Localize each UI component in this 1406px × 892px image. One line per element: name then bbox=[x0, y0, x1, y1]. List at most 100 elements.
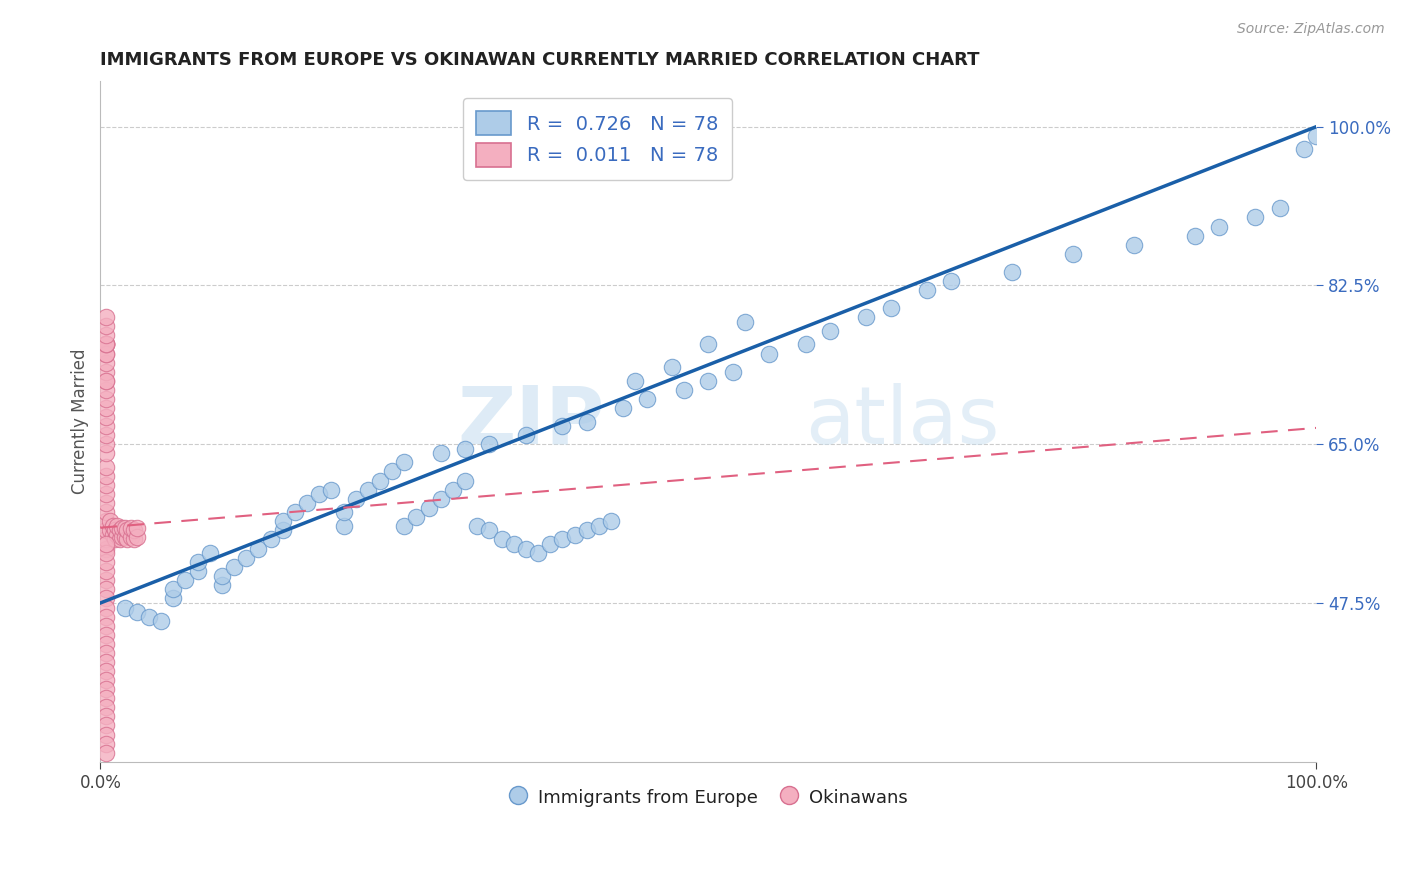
Point bbox=[96, 337, 118, 351]
Point bbox=[124, 533, 146, 547]
Point bbox=[697, 337, 720, 351]
Point bbox=[96, 374, 118, 388]
Point bbox=[271, 524, 294, 538]
Point bbox=[332, 519, 354, 533]
Point bbox=[96, 591, 118, 606]
Point bbox=[96, 346, 118, 360]
Point bbox=[235, 550, 257, 565]
Point bbox=[96, 428, 118, 442]
Point bbox=[502, 537, 524, 551]
Point bbox=[96, 310, 118, 325]
Point bbox=[108, 533, 131, 547]
Text: atlas: atlas bbox=[806, 383, 1000, 460]
Point bbox=[1122, 237, 1144, 252]
Point bbox=[758, 346, 780, 360]
Point bbox=[150, 614, 173, 628]
Point bbox=[551, 419, 574, 434]
Point bbox=[575, 415, 598, 429]
Point bbox=[111, 521, 134, 535]
Point bbox=[105, 519, 128, 533]
Point bbox=[96, 691, 118, 706]
Point bbox=[96, 582, 118, 597]
Point bbox=[124, 524, 146, 538]
Point bbox=[478, 437, 501, 451]
Point bbox=[430, 491, 453, 506]
Point bbox=[430, 446, 453, 460]
Point bbox=[96, 319, 118, 334]
Point bbox=[661, 360, 683, 375]
Point bbox=[465, 519, 488, 533]
Point bbox=[855, 310, 877, 325]
Point bbox=[96, 546, 118, 560]
Point bbox=[96, 673, 118, 687]
Point bbox=[454, 442, 477, 456]
Point bbox=[114, 530, 136, 544]
Point bbox=[1305, 128, 1327, 143]
Point bbox=[115, 533, 138, 547]
Point bbox=[96, 637, 118, 651]
Point bbox=[96, 537, 118, 551]
Point bbox=[600, 514, 623, 528]
Point bbox=[271, 514, 294, 528]
Point bbox=[332, 505, 354, 519]
Point bbox=[101, 519, 124, 533]
Point bbox=[96, 505, 118, 519]
Point bbox=[624, 374, 647, 388]
Point bbox=[491, 533, 513, 547]
Point bbox=[697, 374, 720, 388]
Text: ZIP: ZIP bbox=[458, 383, 605, 460]
Point bbox=[344, 491, 367, 506]
Point bbox=[478, 524, 501, 538]
Point bbox=[295, 496, 318, 510]
Point bbox=[96, 541, 118, 556]
Point bbox=[394, 519, 416, 533]
Point bbox=[96, 700, 118, 714]
Point bbox=[721, 365, 744, 379]
Point bbox=[96, 337, 118, 351]
Point bbox=[96, 365, 118, 379]
Point bbox=[96, 564, 118, 578]
Point bbox=[96, 374, 118, 388]
Point bbox=[96, 664, 118, 678]
Point bbox=[96, 600, 118, 615]
Point bbox=[114, 521, 136, 535]
Point bbox=[96, 337, 118, 351]
Point bbox=[96, 328, 118, 343]
Point bbox=[1184, 228, 1206, 243]
Point bbox=[96, 410, 118, 425]
Point bbox=[1001, 265, 1024, 279]
Point bbox=[108, 524, 131, 538]
Point bbox=[96, 574, 118, 588]
Point bbox=[111, 530, 134, 544]
Point bbox=[211, 569, 233, 583]
Point bbox=[96, 682, 118, 697]
Point bbox=[96, 746, 118, 760]
Point bbox=[96, 609, 118, 624]
Point bbox=[357, 483, 380, 497]
Point bbox=[187, 564, 209, 578]
Point bbox=[1208, 219, 1230, 234]
Point bbox=[1244, 211, 1267, 225]
Point bbox=[637, 392, 659, 406]
Point bbox=[1268, 202, 1291, 216]
Point bbox=[96, 646, 118, 660]
Point bbox=[879, 301, 901, 315]
Point bbox=[96, 628, 118, 642]
Point bbox=[96, 419, 118, 434]
Point bbox=[138, 609, 160, 624]
Text: Source: ZipAtlas.com: Source: ZipAtlas.com bbox=[1237, 22, 1385, 37]
Point bbox=[564, 528, 586, 542]
Point bbox=[96, 392, 118, 406]
Text: IMMIGRANTS FROM EUROPE VS OKINAWAN CURRENTLY MARRIED CORRELATION CHART: IMMIGRANTS FROM EUROPE VS OKINAWAN CURRE… bbox=[100, 51, 980, 69]
Point bbox=[120, 521, 142, 535]
Point bbox=[394, 455, 416, 469]
Y-axis label: Currently Married: Currently Married bbox=[72, 349, 89, 494]
Point bbox=[96, 459, 118, 474]
Point bbox=[96, 437, 118, 451]
Legend: Immigrants from Europe, Okinawans: Immigrants from Europe, Okinawans bbox=[502, 780, 914, 814]
Point bbox=[222, 559, 245, 574]
Point bbox=[96, 496, 118, 510]
Point bbox=[515, 541, 537, 556]
Point bbox=[98, 524, 121, 538]
Point bbox=[198, 546, 221, 560]
